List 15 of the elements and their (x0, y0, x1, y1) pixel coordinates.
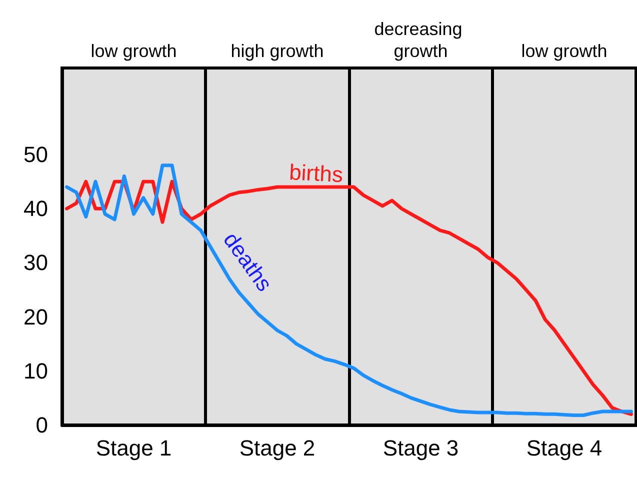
y-tick-label: 30 (24, 250, 48, 276)
text: high growth (230, 41, 324, 61)
text: decreasing growth (374, 19, 468, 61)
x-tick-label: Stage 4 (526, 436, 602, 460)
text: low growth (521, 41, 608, 61)
y-tick-label: 50 (24, 142, 48, 168)
y-tick-label: 40 (24, 196, 48, 222)
x-tick-label: Stage 1 (96, 436, 172, 460)
annotation: births (288, 159, 344, 188)
y-tick-label: 10 (24, 358, 48, 384)
x-tick-label: Stage 2 (239, 436, 316, 460)
x-tick-label: Stage 3 (382, 436, 459, 460)
y-tick-label: 20 (24, 304, 48, 330)
y-tick-label: 0 (36, 412, 48, 438)
text: low growth (90, 41, 177, 61)
